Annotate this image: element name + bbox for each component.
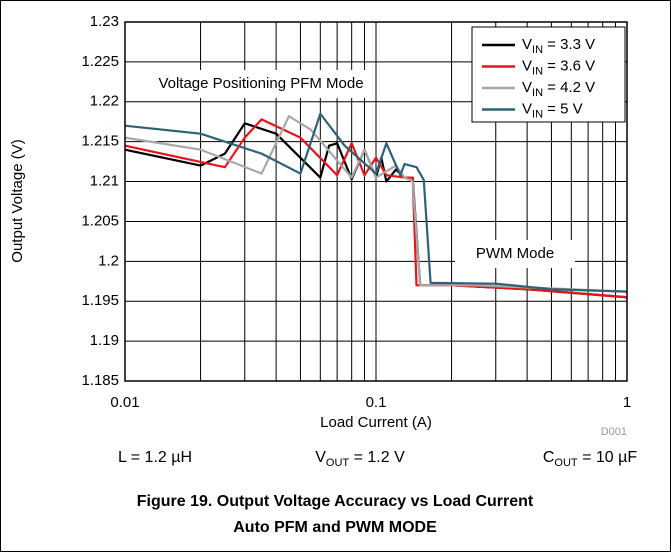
x-tick-label: 1	[623, 394, 631, 411]
y-tick-label: 1.2	[98, 252, 119, 269]
plot-border	[124, 21, 628, 382]
x-tick-label: 0.01	[110, 394, 139, 411]
legend-label: VIN = 3.6 V	[522, 57, 595, 77]
y-tick-label: 1.215	[81, 133, 119, 150]
legend-label: VIN = 5 V	[522, 100, 583, 120]
series-line	[124, 115, 628, 293]
caption: Auto PFM and PWM MODE	[233, 519, 437, 536]
condition: VOUT = 1.2 V	[315, 449, 405, 469]
series-line	[124, 112, 628, 293]
y-tick-label: 1.225	[81, 53, 119, 70]
condition: COUT = 10 µF	[543, 449, 637, 469]
caption: Figure 19. Output Voltage Accuracy vs Lo…	[137, 493, 534, 510]
x-axis-label: Load Current (A)	[320, 414, 432, 431]
annotation: PWM Mode	[476, 245, 554, 262]
x-tick-label: 0.1	[366, 394, 387, 411]
legend-label: VIN = 3.3 V	[522, 36, 595, 56]
annotation: Voltage Positioning PFM Mode	[158, 75, 363, 92]
annotation-box	[455, 240, 575, 268]
y-tick-label: 1.22	[90, 93, 119, 110]
y-tick-label: 1.195	[81, 292, 119, 309]
figure-id: D001	[601, 426, 627, 438]
legend-label: VIN = 4.2 V	[522, 79, 595, 99]
y-tick-label: 1.185	[81, 372, 119, 389]
legend	[471, 26, 626, 123]
y-tick-label: 1.23	[90, 13, 119, 30]
annotation-box	[152, 70, 370, 98]
y-tick-label: 1.19	[90, 332, 119, 349]
y-tick-label: 1.21	[90, 173, 119, 190]
y-tick-label: 1.205	[81, 212, 119, 229]
condition: L = 1.2 µH	[118, 449, 192, 466]
y-axis-label: Output Voltage (V)	[9, 139, 26, 262]
